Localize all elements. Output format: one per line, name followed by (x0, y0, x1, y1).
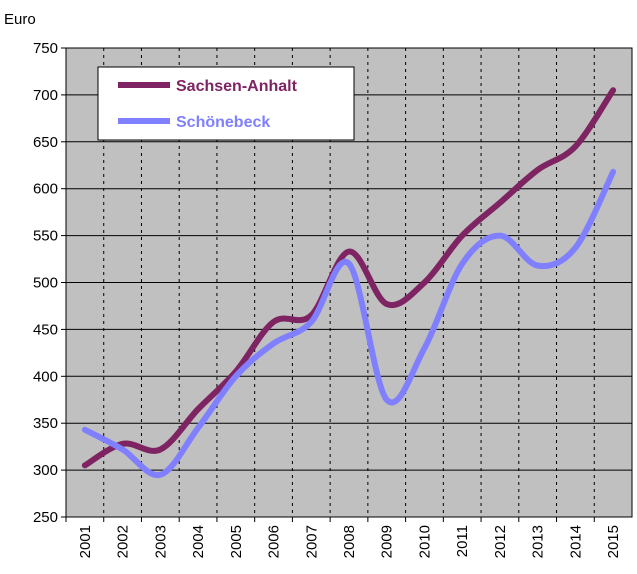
x-tick-label: 2001 (77, 525, 94, 558)
x-tick-label: 2014 (567, 525, 584, 558)
y-axis-label: Euro (4, 11, 36, 28)
x-tick-label: 2011 (454, 525, 471, 557)
x-tick-label: 2003 (152, 525, 169, 558)
x-tick-label: 2002 (115, 525, 132, 558)
x-tick-label: 2013 (530, 525, 547, 558)
x-tick-label: 2005 (228, 525, 245, 558)
legend-label: Sachsen-Anhalt (176, 78, 298, 95)
y-tick-label: 550 (33, 228, 58, 245)
y-tick-label: 600 (33, 181, 58, 198)
y-tick-label: 450 (33, 321, 58, 338)
series-line (81, 87, 617, 469)
legend-label: Schönebeck (176, 114, 270, 131)
series-line (81, 168, 617, 479)
x-tick-label: 2010 (416, 525, 433, 558)
x-tick-label: 2004 (190, 525, 207, 558)
y-tick-label: 750 (33, 40, 58, 57)
x-tick-label: 2006 (266, 525, 283, 558)
y-tick-label: 500 (33, 275, 58, 292)
y-tick-label: 300 (33, 462, 58, 479)
x-tick-label: 2007 (303, 525, 320, 558)
x-tick-label: 2008 (341, 525, 358, 558)
y-tick-label: 700 (33, 87, 58, 104)
x-tick-label: 2009 (379, 525, 396, 558)
x-tick-label: 2012 (492, 525, 509, 558)
legend-box (97, 66, 355, 141)
y-tick-label: 400 (33, 368, 58, 385)
y-tick-label: 650 (33, 134, 58, 151)
x-tick-label: 2015 (605, 525, 622, 558)
y-tick-label: 250 (33, 509, 58, 526)
y-tick-label: 350 (33, 415, 58, 432)
